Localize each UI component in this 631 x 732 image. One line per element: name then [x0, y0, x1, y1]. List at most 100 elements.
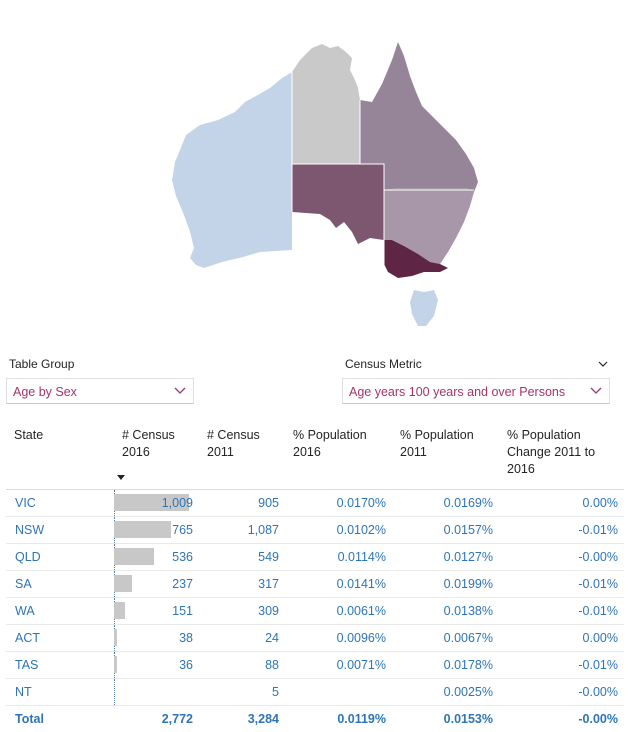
state-cell: NT	[6, 679, 114, 706]
total-pop-change: -0.00%	[499, 706, 624, 732]
census-2016-cell: 536	[114, 544, 199, 571]
map-region-tas[interactable]	[410, 290, 438, 326]
bar-axis-line	[114, 679, 115, 705]
chevron-down-icon	[173, 384, 187, 398]
map-region-nt[interactable]	[292, 44, 360, 164]
pop-2016-cell: 0.0102%	[285, 517, 392, 544]
pop-2011-cell: 0.0169%	[392, 490, 499, 517]
census-2016-cell: 765	[114, 517, 199, 544]
pop-change-cell: 0.00%	[499, 490, 624, 517]
census-metric-value: Age years 100 years and over Persons	[349, 385, 565, 399]
census-2011-cell: 5	[199, 679, 285, 706]
census-2011-cell: 549	[199, 544, 285, 571]
chevron-down-icon[interactable]	[597, 358, 609, 370]
cell-value: 36	[179, 658, 199, 672]
census-2016-cell: 237	[114, 571, 199, 598]
census-2011-cell: 317	[199, 571, 285, 598]
census-2016-cell: 38	[114, 625, 199, 652]
pop-2011-cell: 0.0138%	[392, 598, 499, 625]
pop-change-cell: -0.01%	[499, 598, 624, 625]
pop-change-cell: 0.00%	[499, 625, 624, 652]
census-2011-cell: 309	[199, 598, 285, 625]
pop-2011-cell: 0.0199%	[392, 571, 499, 598]
cell-value: 237	[172, 577, 199, 591]
census-2011-cell: 24	[199, 625, 285, 652]
census-2016-cell	[114, 679, 199, 706]
state-cell: ACT	[6, 625, 114, 652]
state-cell: VIC	[6, 490, 114, 517]
data-bar	[114, 629, 117, 646]
census-2011-cell: 88	[199, 652, 285, 679]
census-2011-cell: 1,087	[199, 517, 285, 544]
state-cell: SA	[6, 571, 114, 598]
pop-change-cell: -0.00%	[499, 544, 624, 571]
pop-2011-cell: 0.0157%	[392, 517, 499, 544]
state-cell: WA	[6, 598, 114, 625]
census-2011-cell: 905	[199, 490, 285, 517]
data-bar	[114, 656, 117, 673]
pop-2011-cell: 0.0067%	[392, 625, 499, 652]
data-bar	[114, 602, 125, 619]
census-metric-label: Census Metric	[345, 357, 422, 371]
data-bar	[114, 548, 154, 565]
state-cell: TAS	[6, 652, 114, 679]
cell-value: 765	[172, 523, 199, 537]
total-pop-2016: 0.0119%	[285, 706, 392, 732]
table-row[interactable]: NT 5 0.0025%-0.00%	[6, 679, 624, 706]
pop-2016-cell: 0.0141%	[285, 571, 392, 598]
cell-value: 536	[172, 550, 199, 564]
table-group-dropdown[interactable]: Age by Sex	[6, 378, 194, 404]
cell-value: 151	[172, 604, 199, 618]
pop-2011-cell: 0.0178%	[392, 652, 499, 679]
total-label: Total	[6, 706, 114, 732]
australia-map[interactable]	[150, 40, 490, 335]
census-2016-cell: 36	[114, 652, 199, 679]
state-cell: NSW	[6, 517, 114, 544]
chevron-down-icon	[589, 384, 603, 398]
pop-2016-cell: 0.0071%	[285, 652, 392, 679]
pop-change-cell: -0.01%	[499, 571, 624, 598]
pop-2011-cell: 0.0025%	[392, 679, 499, 706]
total-pop-2011: 0.0153%	[392, 706, 499, 732]
pop-change-cell: -0.01%	[499, 517, 624, 544]
cell-value: 38	[179, 631, 199, 645]
pop-2016-cell: 0.0114%	[285, 544, 392, 571]
pop-2016-cell: 0.0096%	[285, 625, 392, 652]
cell-value: 1,009	[162, 496, 199, 510]
census-metric-dropdown[interactable]: Age years 100 years and over Persons	[342, 378, 610, 404]
sort-indicator-row	[6, 481, 624, 490]
state-cell: QLD	[6, 544, 114, 571]
cell-value	[193, 685, 199, 699]
pop-2016-cell: 0.0061%	[285, 598, 392, 625]
pop-change-cell: -0.00%	[499, 679, 624, 706]
pop-2011-cell: 0.0127%	[392, 544, 499, 571]
sort-descending-icon[interactable]	[117, 475, 125, 480]
total-census-2016: 2,772	[114, 706, 199, 732]
map-region-sa[interactable]	[292, 164, 384, 244]
header-state[interactable]: State	[6, 421, 114, 481]
census-2016-cell: 1,009	[114, 490, 199, 517]
pop-2016-cell: 0.0170%	[285, 490, 392, 517]
map-region-wa[interactable]	[172, 72, 292, 268]
pop-change-cell: -0.01%	[499, 652, 624, 679]
census-2016-cell: 151	[114, 598, 199, 625]
table-group-label: Table Group	[9, 357, 74, 371]
data-bar	[114, 521, 171, 538]
total-census-2011: 3,284	[199, 706, 285, 732]
data-bar	[114, 575, 132, 592]
pop-2016-cell	[285, 679, 392, 706]
